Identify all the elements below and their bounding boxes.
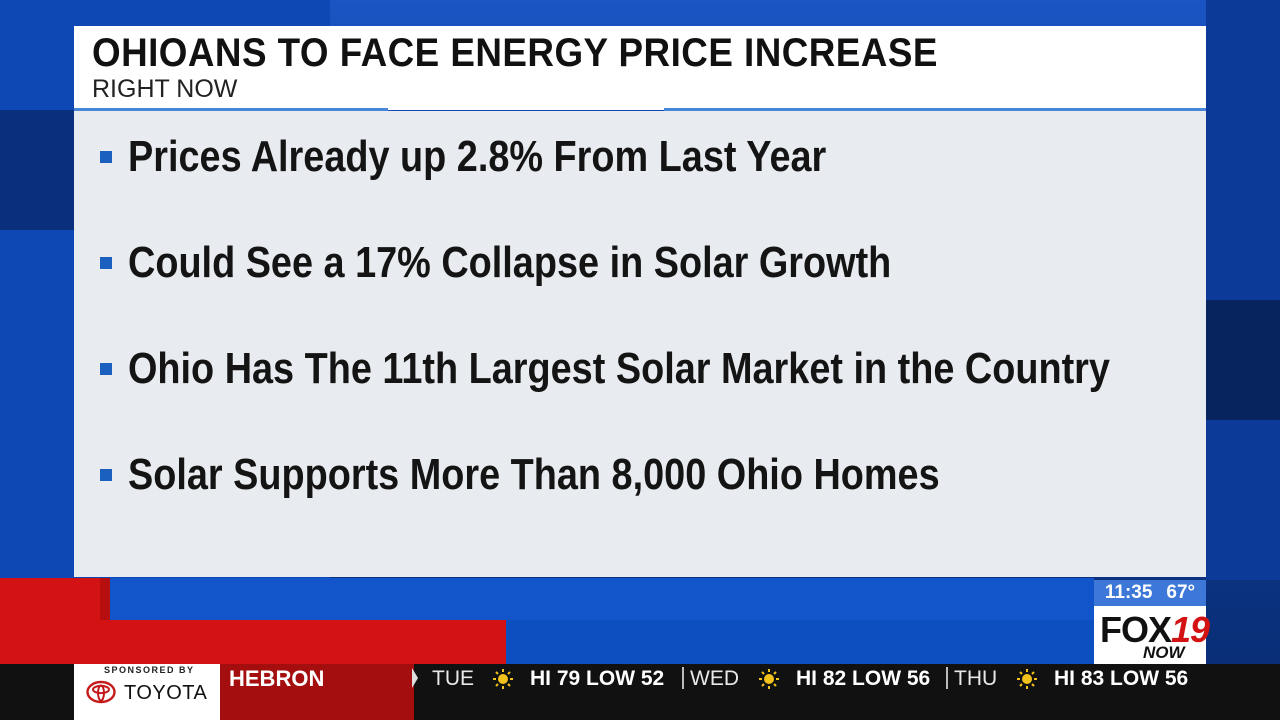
bullet-panel: [74, 111, 1206, 577]
bullet-text: Could See a 17% Collapse in Solar Growth: [128, 238, 892, 287]
forecast-day: THU: [954, 667, 998, 690]
station-logo-text: FOX19: [1100, 609, 1210, 650]
sun-icon: [1017, 669, 1037, 689]
bullet-text: Ohio Has The 11th Largest Solar Market i…: [128, 344, 1110, 393]
bullet-square-icon: [100, 469, 112, 481]
bullet-item: Solar Supports More Than 8,000 Ohio Home…: [100, 450, 1072, 500]
title-divider: [74, 108, 388, 111]
bullet-square-icon: [100, 151, 112, 163]
forecast-hilo: HI 83 LOW 56: [1054, 667, 1189, 690]
station-brand: FOX: [1100, 609, 1172, 650]
bullet-item: Ohio Has The 11th Largest Solar Market i…: [100, 344, 1270, 394]
forecast-divider: [946, 667, 948, 689]
bullet-square-icon: [100, 363, 112, 375]
sponsor-name: TOYOTA: [124, 682, 208, 704]
forecast-divider: [682, 667, 684, 689]
station-tagline: NOW: [1143, 643, 1185, 662]
background-block: [1206, 0, 1280, 580]
clock-time: 11:35: [1104, 582, 1153, 603]
subhead: RIGHT NOW: [92, 75, 238, 103]
sun-icon: [493, 669, 513, 689]
sun-icon: [759, 669, 779, 689]
forecast-hilo: HI 79 LOW 52: [530, 667, 665, 690]
toyota-logo-icon: [86, 680, 116, 704]
bullet-item: Prices Already up 2.8% From Last Year: [100, 132, 940, 182]
station-logo: [1094, 606, 1206, 664]
temperature: 67°: [1166, 582, 1196, 603]
background-block: [1206, 300, 1280, 420]
station-number: 19: [1171, 609, 1210, 650]
bullet-square-icon: [100, 257, 112, 269]
chevron-right-icon: [412, 668, 418, 688]
forecast-day: TUE: [432, 667, 474, 690]
forecast-hilo: HI 82 LOW 56: [796, 667, 931, 690]
city-box: [220, 664, 414, 720]
city-name: HEBRON: [229, 666, 325, 691]
background-block: [0, 110, 74, 230]
bullet-text: Solar Supports More Than 8,000 Ohio Home…: [128, 450, 940, 499]
bullet-text: Prices Already up 2.8% From Last Year: [128, 132, 827, 181]
title-banner: [74, 26, 1206, 110]
bullet-item: Could See a 17% Collapse in Solar Growth: [100, 238, 1016, 288]
lower-third-blue-band: [110, 578, 1094, 620]
time-temp-box: 11:35 67°: [1094, 580, 1206, 606]
headline: OHIOANS TO FACE ENERGY PRICE INCREASE: [92, 31, 938, 75]
sponsor-label: SPONSORED BY: [104, 665, 195, 675]
forecast-day: WED: [690, 667, 739, 690]
title-divider: [664, 108, 1206, 111]
